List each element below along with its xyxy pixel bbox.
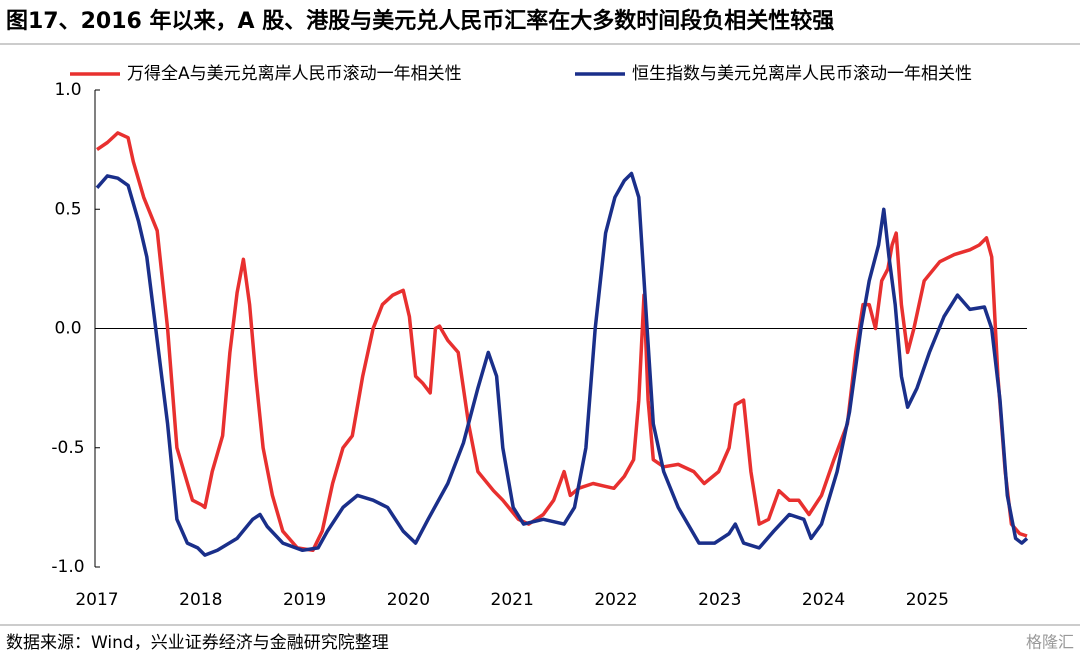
source-note: 数据来源：Wind，兴业证券经济与金融研究院整理 [6,633,389,653]
x-tick-label: 2022 [594,590,637,610]
series-line [96,131,1028,553]
chart-title: 图17、2016 年以来，A 股、港股与美元兑人民币汇率在大多数时间段负相关性较… [6,8,834,34]
y-tick-label: -0.5 [51,438,84,458]
y-tick-label: 1.0 [54,80,81,100]
x-tick-label: 2023 [698,590,741,610]
y-tick-label: 0.5 [54,199,81,219]
x-tick-label: 2017 [75,590,118,610]
y-tick-label: 0.0 [54,319,81,339]
legend-label: 万得全A与美元兑离岸人民币滚动一年相关性 [127,64,462,84]
x-tick-label: 2020 [387,590,430,610]
x-tick-label: 2025 [906,590,949,610]
x-tick-label: 2024 [802,590,845,610]
series-line [95,171,1029,557]
watermark: 格隆汇 [1026,633,1074,652]
legend-label: 恒生指数与美元兑离岸人民币滚动一年相关性 [632,64,972,84]
x-tick-label: 2021 [491,590,534,610]
y-tick-label: -1.0 [51,557,84,577]
x-tick-label: 2019 [283,590,326,610]
x-tick-label: 2018 [179,590,222,610]
